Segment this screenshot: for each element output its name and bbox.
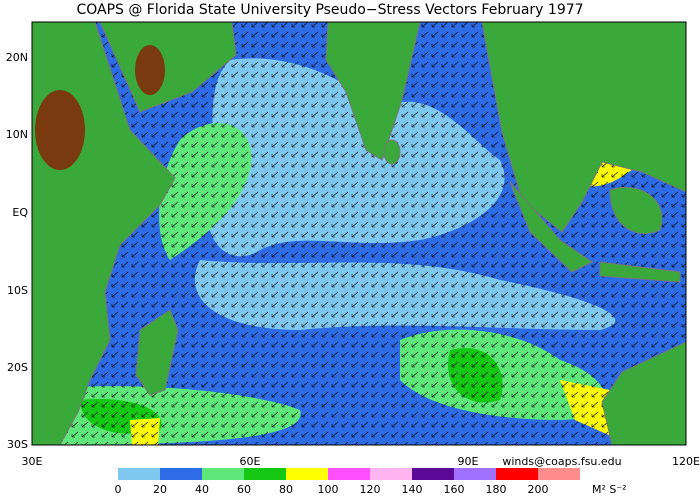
lat-label: 10N [6,128,28,141]
title: COAPS @ Florida State University Pseudo−… [76,2,583,18]
lat-label: 10S [7,284,28,297]
legend-swatch [160,468,202,480]
legend-swatch [202,468,244,480]
legend-tick-label: 100 [318,483,339,496]
lat-labels: 20N 10N EQ 10S 20S 30S [6,51,29,451]
lat-label: 20N [6,51,28,64]
lon-label: 120E [672,455,700,468]
highlands [35,45,165,170]
legend-swatch [454,468,496,480]
map-frame [31,21,687,446]
legend-swatch [244,468,286,480]
lat-label: EQ [12,206,28,219]
legend-tick-label: 0 [115,483,122,496]
color-legend: 0 20 40 60 80 100 120 140 160 180 200 [115,468,580,496]
lon-label: 30E [22,455,43,468]
legend-swatch [328,468,370,480]
map [32,22,686,445]
legend-swatch [538,468,580,480]
legend-swatch [412,468,454,480]
legend-swatch [118,468,160,480]
lat-label: 30S [7,438,28,451]
legend-unit: M² S⁻² [592,483,627,496]
lon-label: 90E [458,455,479,468]
legend-tick-label: 180 [486,483,507,496]
legend-tick-label: 120 [360,483,381,496]
lat-label: 20S [7,361,28,374]
legend-tick-label: 80 [279,483,293,496]
lon-labels: 30E 60E 90E 120E [22,455,700,468]
legend-tick-label: 60 [237,483,251,496]
legend-tick-label: 200 [528,483,549,496]
lon-label: 60E [240,455,261,468]
legend-tick-label: 160 [444,483,465,496]
legend-swatch [286,468,328,480]
legend-swatch [496,468,538,480]
legend-tick-label: 140 [402,483,423,496]
credit: winds@coaps.fsu.edu [502,455,621,468]
legend-tick-label: 40 [195,483,209,496]
legend-tick-label: 20 [153,483,167,496]
legend-swatch [370,468,412,480]
